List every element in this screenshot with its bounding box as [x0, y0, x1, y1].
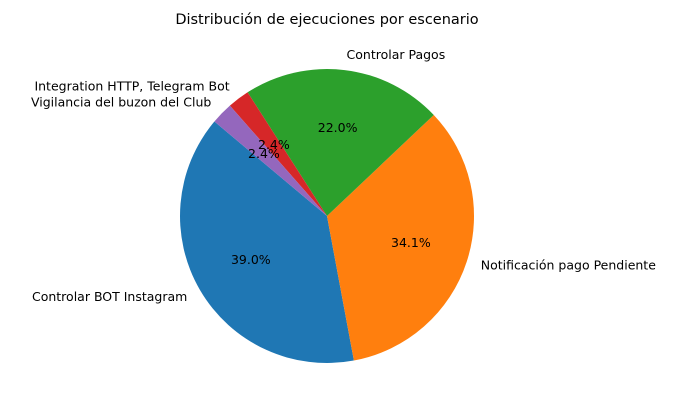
pie-slices: [180, 69, 474, 363]
slice-label-integration-http-telegram-bot: Integration HTTP, Telegram Bot: [34, 78, 229, 93]
slice-percent-notificacion-pago-pendiente: 34.1%: [391, 235, 431, 250]
slice-percent-vigilancia-del-buzon-del-club: 2.4%: [248, 146, 280, 161]
slice-percent-controlar-pagos: 22.0%: [318, 120, 358, 135]
slice-label-controlar-bot-instagram: Controlar BOT Instagram: [32, 289, 187, 304]
chart-title: Distribución de ejecuciones por escenari…: [175, 12, 478, 28]
slice-label-notificacion-pago-pendiente: Notificación pago Pendiente: [481, 258, 656, 273]
slice-label-vigilancia-del-buzon-del-club: Vigilancia del buzon del Club: [31, 95, 211, 110]
slice-label-controlar-pagos: Controlar Pagos: [347, 47, 446, 62]
slice-percent-controlar-bot-instagram: 39.0%: [231, 252, 271, 267]
